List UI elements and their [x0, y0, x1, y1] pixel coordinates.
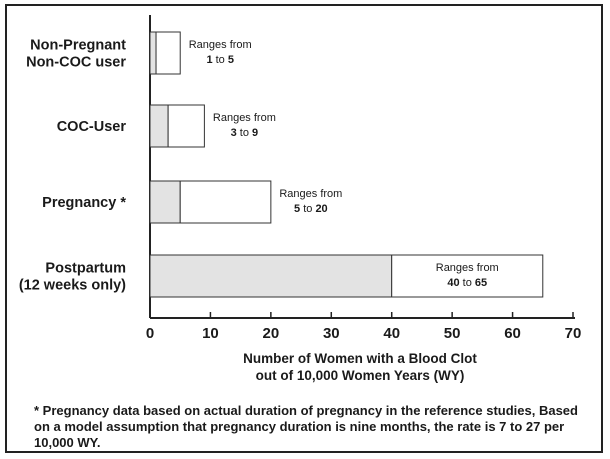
bar-range-segment: [179, 180, 272, 224]
bar-low-segment: [149, 31, 157, 75]
bar-range-segment: [391, 254, 544, 298]
bar-range-segment: [155, 31, 181, 75]
x-tick-label: 30: [323, 325, 340, 342]
category-label: (12 weeks only): [19, 278, 126, 294]
x-tick-label: 20: [263, 325, 280, 342]
range-label-values: 1 to 5: [206, 54, 234, 66]
category-label: Non-Pregnant: [30, 38, 126, 54]
range-label-prefix: Ranges from: [436, 262, 499, 274]
x-axis-title: Number of Women with a Blood Clot: [243, 351, 477, 366]
footnote: * Pregnancy data based on actual duratio…: [34, 403, 578, 450]
chart-frame: [5, 4, 603, 453]
x-tick-label: 40: [383, 325, 400, 342]
x-tick-label: 0: [146, 325, 154, 342]
x-tick-label: 10: [202, 325, 219, 342]
range-label-values: 3 to 9: [231, 127, 259, 139]
range-label-prefix: Ranges from: [213, 112, 276, 124]
range-label-prefix: Ranges from: [279, 188, 342, 200]
category-label: Postpartum: [45, 261, 126, 277]
category-label: COC-User: [57, 119, 127, 135]
category-label: Pregnancy *: [42, 195, 126, 211]
bar-low-segment: [149, 180, 181, 224]
range-label-prefix: Ranges from: [189, 39, 252, 51]
bar-low-segment: [149, 254, 393, 298]
bar-range-segment: [167, 104, 205, 148]
category-label: Non-COC user: [26, 55, 126, 71]
range-label-values: 40 to 65: [447, 277, 487, 289]
x-axis-title: out of 10,000 Women Years (WY): [256, 368, 465, 383]
x-tick-label: 60: [504, 325, 521, 342]
bar-low-segment: [149, 104, 169, 148]
x-tick-label: 50: [444, 325, 461, 342]
range-label-values: 5 to 20: [294, 203, 328, 215]
x-tick-label: 70: [565, 325, 582, 342]
